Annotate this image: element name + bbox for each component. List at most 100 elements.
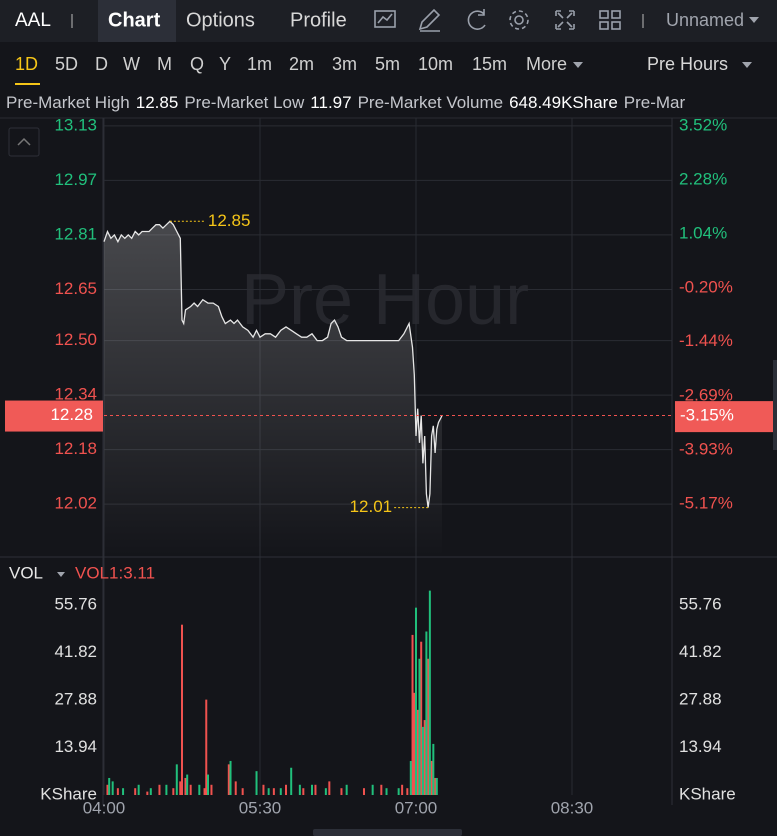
- volume-bar: [262, 784, 265, 795]
- volume-bar: [413, 692, 416, 795]
- y-tick-label: 27.88: [54, 690, 97, 709]
- volume-bar: [229, 760, 232, 795]
- timeframe[interactable]: Y: [219, 54, 231, 74]
- tab[interactable]: Profile: [290, 9, 347, 31]
- timeframe[interactable]: D: [95, 54, 108, 74]
- session-select[interactable]: Pre Hours: [647, 54, 728, 74]
- annotation-label: 12.01: [350, 497, 393, 516]
- timeframe[interactable]: M: [157, 54, 172, 74]
- volume-bar: [198, 784, 201, 795]
- volume-bar: [324, 788, 327, 795]
- stat-label: Pre-Market Low: [184, 93, 305, 112]
- timeframe[interactable]: 3m: [332, 54, 357, 74]
- scrollbar[interactable]: [313, 829, 462, 836]
- volume-bar: [434, 777, 437, 795]
- timeframe[interactable]: Q: [190, 54, 204, 74]
- collapse-icon: [17, 137, 31, 146]
- y-tick-label: 12.18: [54, 439, 97, 458]
- timeframe[interactable]: W: [123, 54, 140, 74]
- volume-bar: [362, 788, 365, 795]
- active-tab-bg: [98, 0, 176, 42]
- timeframe[interactable]: 1D: [15, 54, 38, 74]
- volume-bar: [279, 788, 282, 795]
- volume-bar: [106, 784, 109, 795]
- y2-tick-label: KShare: [679, 784, 736, 803]
- volume-bar: [371, 784, 374, 795]
- volume-bar: [165, 784, 168, 795]
- timeframes: 1D 5D D W M Q Y 1m 2m 3m 5m 10m 15m More: [15, 54, 567, 85]
- volume-bar: [380, 784, 383, 795]
- volume-bar: [137, 784, 140, 795]
- volume-bar: [134, 788, 137, 795]
- caret: [742, 62, 752, 68]
- volume-bar: [146, 791, 149, 795]
- stats-line: Pre-Market High 12.85 Pre-Market Low 11.97 P…: [6, 93, 686, 112]
- timeframe[interactable]: 15m: [472, 54, 507, 74]
- y-tick-label: 12.81: [54, 224, 97, 243]
- volume-bar: [184, 777, 187, 795]
- volume-bar: [409, 760, 412, 795]
- refresh-icon[interactable]: [467, 9, 486, 30]
- draw-icon[interactable]: [418, 8, 441, 32]
- y2-tick-label: 1.04%: [679, 223, 727, 242]
- volume-bar: [302, 788, 305, 795]
- icon-part: [377, 13, 393, 24]
- tab[interactable]: Options: [186, 9, 255, 31]
- current-price-box: [5, 400, 103, 432]
- caret: [749, 17, 759, 23]
- y-tick-label: 12.50: [54, 330, 97, 349]
- watermark: Pre Hour: [241, 260, 529, 340]
- x-tick-label: 04:00: [83, 798, 126, 817]
- volume-indicator: VOL1:3.11: [75, 563, 155, 582]
- volume-bar: [111, 781, 114, 795]
- timeframe[interactable]: 1m: [247, 54, 272, 74]
- timeframe[interactable]: 10m: [418, 54, 453, 74]
- volume-bar: [416, 709, 419, 795]
- y2-tick-label: 41.82: [679, 642, 722, 661]
- volume-bar: [267, 788, 270, 795]
- volume-bar: [227, 764, 230, 795]
- y-tick-label: 12.02: [54, 494, 97, 513]
- volume-bar: [427, 658, 430, 795]
- x-tick-label: 07:00: [395, 798, 438, 817]
- volume-bar: [423, 720, 426, 795]
- layout-name[interactable]: Unnamed: [666, 10, 744, 30]
- y2-tick-label: 2.28%: [679, 169, 727, 188]
- icon-part: [509, 10, 529, 30]
- layout-icon[interactable]: [599, 10, 609, 19]
- volume-bar: [205, 699, 208, 795]
- volume-bar: [189, 784, 192, 795]
- volume-bar: [328, 781, 331, 795]
- icon-part: [611, 10, 621, 19]
- timeframe[interactable]: 5m: [375, 54, 400, 74]
- caret: [573, 62, 583, 68]
- stat-value: 11.97: [310, 93, 351, 112]
- volume-bar: [234, 781, 237, 795]
- volume-bar: [428, 590, 431, 795]
- timeframe[interactable]: 5D: [55, 54, 78, 74]
- timeframe[interactable]: 2m: [289, 54, 314, 74]
- side-handle[interactable]: [773, 360, 777, 450]
- volume-bar: [414, 607, 417, 795]
- y2-tick-label: -0.20%: [679, 277, 733, 296]
- indicator-icon[interactable]: [374, 10, 396, 28]
- volume-title[interactable]: VOL: [9, 563, 43, 582]
- volume-bar: [186, 774, 189, 795]
- settings-icon[interactable]: [514, 15, 524, 25]
- volume-bar: [418, 658, 421, 795]
- collapse-button[interactable]: [8, 127, 40, 157]
- y-tick-label: 13.13: [54, 115, 97, 134]
- symbol[interactable]: AAL: [15, 10, 51, 31]
- volume-bar: [411, 634, 414, 795]
- timeframe[interactable]: More: [526, 54, 567, 74]
- volume-bar: [180, 624, 183, 795]
- fullscreen-icon[interactable]: [555, 10, 575, 30]
- volume-bar: [421, 726, 424, 795]
- volume-bar: [401, 784, 404, 795]
- volume-bar: [425, 631, 428, 795]
- tab[interactable]: Chart: [108, 9, 161, 31]
- y2-tick-label: 55.76: [679, 595, 722, 614]
- volume-bar: [420, 641, 423, 795]
